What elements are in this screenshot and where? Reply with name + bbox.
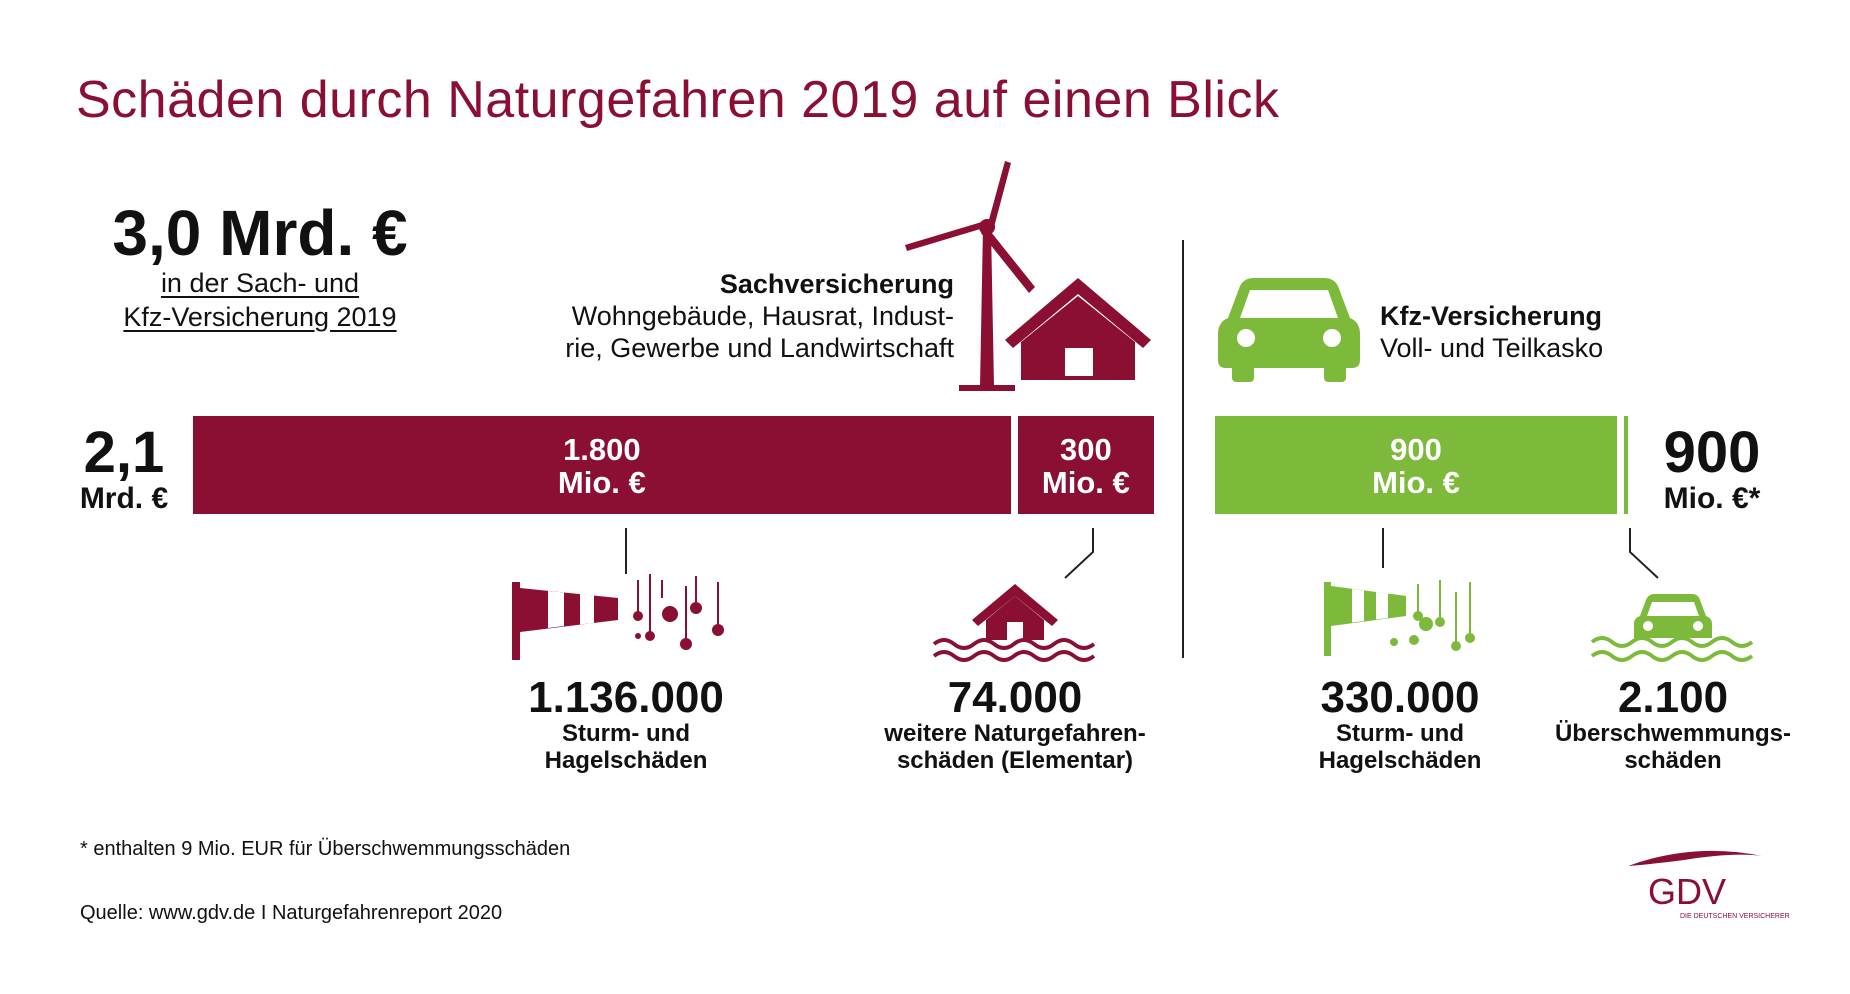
bar-label-unit: Mio. € (1372, 465, 1460, 500)
stat-kfz-storm: 330.000 Sturm- und Hagelschäden (1280, 673, 1520, 775)
sach-total: 2,1 Mrd. € (64, 424, 184, 516)
flooded-car-icon (1590, 594, 1754, 662)
page-title: Schäden durch Naturgefahren 2019 auf ein… (76, 71, 1280, 129)
kfz-title: Kfz-Versicherung (1380, 301, 1603, 331)
stat-label-line1: weitere Naturgefahren- (884, 720, 1146, 747)
gdv-logo: GDV DIE DEUTSCHEN VERSICHERER (1628, 850, 1790, 920)
windsock-hail-icon (512, 574, 724, 660)
sach-desc-line2: rie, Gewerbe und Landwirtschaft (565, 333, 954, 363)
sach-total-value: 2,1 (83, 420, 165, 485)
kfz-header: Kfz-Versicherung Voll- und Teilkasko (1380, 300, 1603, 364)
bar-segment-3 (1623, 416, 1628, 514)
stat-value: 2.100 (1617, 673, 1729, 722)
stat-label-line1: Sturm- und (1336, 720, 1464, 747)
kfz-total: 900 Mio. €* (1632, 424, 1792, 516)
kfz-total-unit: Mio. €* (1663, 482, 1761, 515)
bar-segment-1 (1017, 416, 1154, 514)
stat-sach-elementar: 74.000 weitere Naturgefahren- schäden (E… (860, 673, 1170, 775)
stat-label-line2: Hagelschäden (544, 747, 708, 774)
sach-desc-line1: Wohngebäude, Hausrat, Indust- (571, 301, 954, 331)
sach-title: Sachversicherung (719, 269, 954, 299)
bar-label-unit: Mio. € (1041, 465, 1130, 500)
section-divider (1182, 240, 1184, 658)
windsock-hail-icon-kfz (1324, 580, 1475, 656)
stat-value: 330.000 (1320, 673, 1480, 722)
footnote: * enthalten 9 Mio. EUR für Überschwemmun… (80, 838, 571, 860)
gdv-logo-tagline: DIE DEUTSCHEN VERSICHERER (1680, 913, 1790, 920)
sach-header: Sachversicherung Wohngebäude, Hausrat, I… (565, 268, 954, 364)
stat-label-line2: schäden (Elementar) (896, 747, 1134, 774)
stat-label-line2: Hagelschäden (1318, 747, 1482, 774)
bar-label-2: 900 Mio. € (1215, 433, 1617, 499)
bar-label-0: 1.800 Mio. € (193, 433, 1011, 499)
bar-label-value: 1.800 (563, 432, 641, 467)
sach-total-unit: Mrd. € (79, 482, 169, 515)
source-note: Quelle: www.gdv.de I Naturgefahrenreport… (80, 902, 503, 924)
stat-label-line1: Sturm- und (562, 720, 690, 747)
total-label: in der Sach- und Kfz-Versicherung 2019 (80, 266, 440, 334)
bar-label-value: 300 (1059, 432, 1112, 467)
stat-value: 74.000 (947, 673, 1083, 722)
bar-segment-2 (1215, 416, 1617, 514)
flooded-house-icon (932, 584, 1096, 662)
stat-value: 1.136.000 (528, 673, 724, 722)
car-icon (1218, 278, 1360, 382)
wind-turbine-icon (905, 161, 1035, 391)
total-value: 3,0 Mrd. € (112, 197, 408, 269)
stat-kfz-flood: 2.100 Überschwemmungs- schäden (1546, 673, 1800, 775)
stat-sach-storm: 1.136.000 Sturm- und Hagelschäden (476, 673, 776, 775)
gdv-logo-text: GDV (1648, 871, 1726, 912)
bar-label-unit: Mio. € (557, 465, 646, 500)
total-label-line2: Kfz-Versicherung 2019 (123, 302, 397, 332)
bar-segment-0 (193, 416, 1011, 514)
stat-label-line1: Überschwemmungs- (1554, 720, 1792, 747)
bar-label-1: 300 Mio. € (1018, 433, 1154, 499)
bar-label-value: 900 (1390, 432, 1442, 467)
house-icon (1005, 278, 1151, 380)
kfz-total-value: 900 (1663, 420, 1761, 485)
total-label-line1: in der Sach- und (160, 268, 360, 298)
stat-label-line2: schäden (1624, 747, 1722, 774)
kfz-desc: Voll- und Teilkasko (1380, 333, 1604, 363)
